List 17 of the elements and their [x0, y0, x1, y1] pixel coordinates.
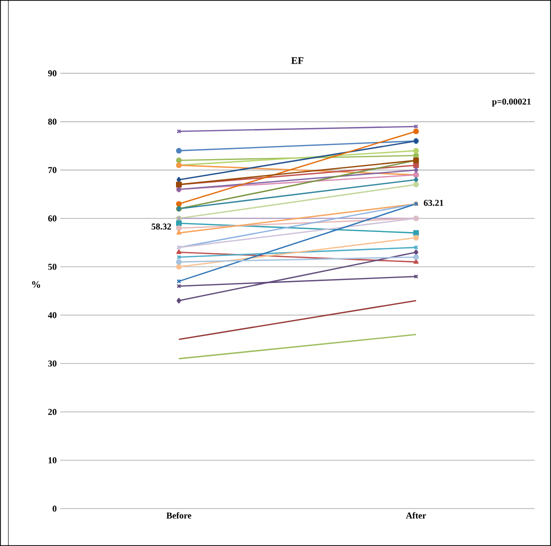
y-axis-title: % [32, 281, 40, 288]
y-tick-label: 0 [52, 506, 56, 512]
y-tick-label: 60 [48, 215, 56, 222]
y-tick-label: 50 [48, 264, 56, 270]
chart-title: EF [291, 57, 304, 64]
y-tick-label: 10 [48, 457, 56, 464]
y-tick-label: 30 [48, 360, 56, 367]
x-tick-label: After [406, 512, 426, 519]
annotation: p=0.00021 [492, 98, 531, 106]
annotation: 63.21 [424, 200, 444, 206]
y-tick-label: 20 [48, 408, 56, 415]
x-tick-label: Before [166, 512, 192, 519]
y-tick-label: 90 [48, 70, 56, 76]
y-tick-label: 70 [48, 167, 56, 174]
y-tick-label: 40 [48, 312, 56, 318]
y-tick-label: 80 [48, 118, 56, 125]
annotation: 58.32 [152, 223, 172, 230]
